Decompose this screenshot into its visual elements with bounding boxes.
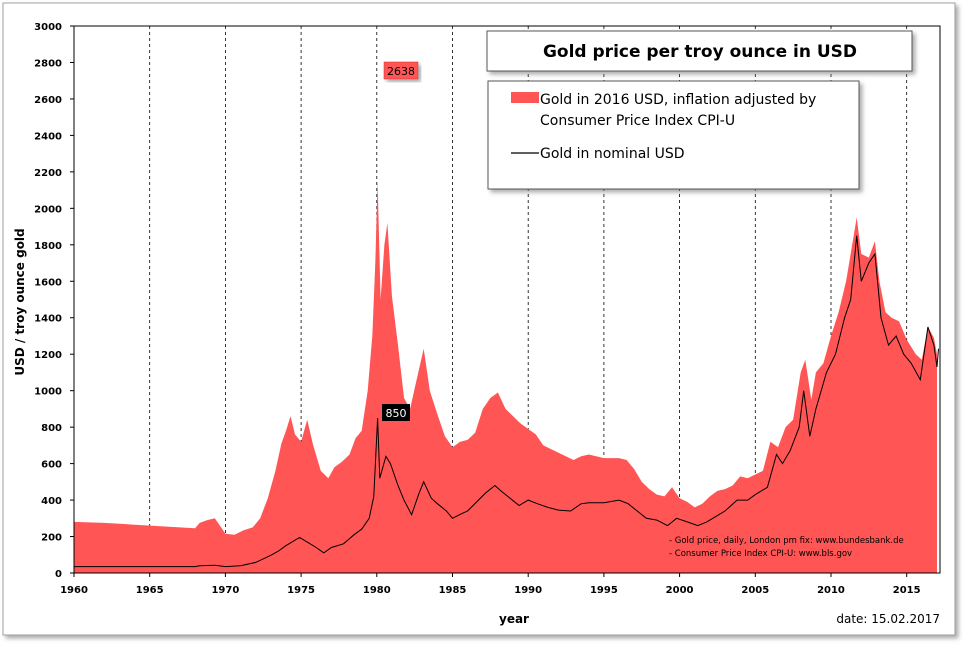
legend [487,80,860,190]
x-tick-label: 1960 [60,585,88,596]
series-real-area [74,181,937,573]
date-label: date: 15.02.2017 [836,612,940,626]
x-tick-label: 2010 [817,585,845,596]
x-axis-title: year [499,612,529,626]
x-tick-label: 2000 [666,585,694,596]
y-tick-label: 200 [41,533,62,544]
y-tick-label: 1000 [34,387,62,398]
plot-border [73,25,941,574]
legend-label-nominal: Gold in nominal USD [540,146,685,162]
chart-title: Gold price per troy ounce in USD [543,42,857,62]
y-tick-label: 2800 [34,58,62,69]
legend-swatch-real [511,92,539,103]
legend-label-real-line1: Gold in 2016 USD, inflation adjusted by [540,92,816,108]
y-tick-label: 0 [55,569,62,580]
x-tick-label: 1980 [363,585,391,596]
y-tick-label: 1800 [34,241,62,252]
y-tick-label: 600 [41,460,62,471]
peak-nominal-label: 850 [386,407,407,420]
y-tick-label: 400 [41,496,62,507]
x-tick-label: 1990 [514,585,542,596]
series-nominal-line [74,235,939,568]
y-tick-label: 1600 [34,277,62,288]
x-tick-label: 1970 [211,585,239,596]
y-tick-label: 1200 [34,350,62,361]
y-tick-label: 2200 [34,168,62,179]
y-tick-label: 2000 [34,204,62,215]
source-note-1: - Gold price, daily, London pm fix: www.… [669,536,904,546]
peak-real-label: 2638 [387,65,415,78]
y-tick-label: 1400 [34,314,62,325]
axis-ticks: 1960 1965 1970 1975 1980 1985 1990 1995 2000 2005… [34,22,920,596]
x-tick-label: 1975 [287,585,315,596]
x-tick-label: 1965 [136,585,164,596]
x-tick-label: 1995 [590,585,618,596]
title-box [486,30,913,72]
x-tick-label: 1985 [439,585,467,596]
y-tick-label: 3000 [34,22,62,33]
peak-nominal-badge [382,404,410,421]
legend-label-real-line2: Consumer Price Index CPI-U [540,113,735,129]
y-tick-label: 800 [41,423,62,434]
y-tick-label: 2400 [34,131,62,142]
x-tick-label: 2005 [741,585,769,596]
peak-real-badge [383,61,419,80]
y-axis-title: USD / troy ounce gold [13,228,27,375]
source-note-2: - Consumer Price Index CPI-U: www.bls.go… [669,549,852,559]
y-tick-label: 2600 [34,95,62,106]
x-tick-label: 2015 [893,585,921,596]
